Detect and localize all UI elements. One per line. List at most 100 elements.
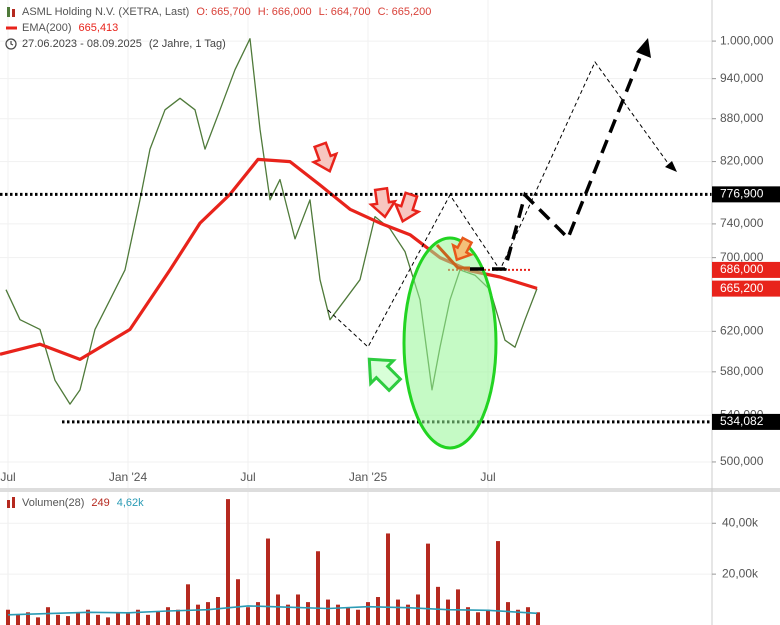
volume-bar: [216, 597, 220, 625]
volume-bar: [496, 541, 500, 625]
volume-bar: [486, 609, 490, 625]
arrow-marker: [451, 236, 474, 262]
volume-bar: [36, 617, 40, 625]
level-box: [712, 261, 780, 278]
volume-bar: [16, 614, 20, 625]
level-box: [712, 186, 780, 203]
level-label: 665,200: [720, 281, 764, 295]
arrow-marker: [368, 186, 398, 219]
volume-bar: [276, 594, 280, 625]
annotations: [310, 38, 677, 450]
y-tick-label: 940,000: [720, 71, 764, 85]
volume-bar: [316, 551, 320, 625]
legend-icon: [12, 497, 15, 508]
legend-icon: [12, 9, 15, 17]
volume-bar: [166, 607, 170, 625]
x-tick-label: Jan '24: [109, 470, 148, 484]
arrow-marker: [367, 357, 403, 393]
volume-bar: [296, 594, 300, 625]
volume-bar: [476, 612, 480, 625]
volume-bar: [186, 584, 190, 625]
volume-bar: [346, 607, 350, 625]
arrow-marker: [393, 191, 422, 224]
volume-bar: [256, 602, 260, 625]
series-line: [7, 605, 538, 616]
legend-icon: [7, 500, 10, 508]
legend-text: L: 664,700: [319, 6, 371, 18]
legend-text: ASML Holding N.V. (XETRA, Last): [22, 6, 189, 18]
y-tick-label: 580,000: [720, 364, 764, 378]
volume-bar: [376, 597, 380, 625]
volume-bar: [286, 604, 290, 625]
legend-text: EMA(200): [22, 22, 72, 34]
legend-text: H: 666,000: [258, 6, 312, 18]
volume-bar: [66, 616, 70, 625]
volume-bar: [86, 609, 90, 625]
volume-bar: [456, 589, 460, 625]
y-tick-label: 40,00k: [722, 515, 759, 529]
y-tick-label: 20,00k: [722, 566, 759, 580]
legend: ASML Holding N.V. (XETRA, Last) O: 665,70…: [5, 6, 432, 509]
volume-bar: [246, 607, 250, 625]
volume-bar: [386, 533, 390, 625]
level-box: [712, 280, 780, 297]
volume-bar: [176, 609, 180, 625]
y-tick-label: 1.000,000: [720, 33, 774, 47]
level-label: 776,900: [720, 187, 764, 201]
volume-bar: [326, 599, 330, 625]
legend-text: O: 665,700: [196, 6, 250, 18]
arrowhead: [636, 38, 651, 58]
volume-bar: [266, 538, 270, 625]
volume-bar: [396, 599, 400, 625]
y-tick-label: 880,000: [720, 111, 764, 125]
y-tick-label: 700,000: [720, 250, 764, 264]
legend-text: 665,413: [79, 22, 119, 34]
volume-bar: [446, 599, 450, 625]
legend-icon: [10, 41, 14, 46]
volume-bar: [356, 609, 360, 625]
volume-bar: [206, 602, 210, 625]
volume-bar: [6, 609, 10, 625]
legend-text: C: 665,200: [378, 6, 432, 18]
legend-text: 249: [91, 497, 109, 509]
volume-bar: [466, 607, 470, 625]
projection-thin: [327, 61, 671, 348]
volume-bar: [126, 613, 130, 625]
level-label: 534,082: [720, 414, 764, 428]
legend-text: 4,62k: [117, 497, 144, 509]
y-tick-label: 500,000: [720, 454, 764, 468]
x-tick-label: Jul: [0, 470, 15, 484]
volume-bar: [236, 579, 240, 625]
y-tick-label: 620,000: [720, 324, 764, 338]
projection-bold: [470, 49, 645, 271]
level-box: [712, 413, 780, 430]
volume-bar: [136, 609, 140, 625]
y-tick-label: 740,000: [720, 216, 764, 230]
volume-bar: [116, 612, 120, 625]
volume-bar: [96, 614, 100, 625]
volume-bar: [26, 612, 30, 625]
volume-bar: [506, 602, 510, 625]
volume-bar: [106, 617, 110, 625]
volume-bar: [406, 604, 410, 625]
volume-bar: [516, 609, 520, 625]
panel-divider: [0, 488, 780, 492]
y-tick-label: 820,000: [720, 154, 764, 168]
volume-bar: [156, 611, 160, 625]
volume-bar: [306, 602, 310, 625]
highlight-ellipse: [402, 236, 498, 450]
volume-bar: [336, 604, 340, 625]
volume-bar: [416, 594, 420, 625]
legend-text: (2 Jahre, 1 Tag): [149, 38, 226, 50]
volume-bar: [226, 499, 230, 625]
annotation-line: [435, 243, 470, 270]
legend-icon: [7, 7, 10, 17]
grid: [0, 0, 712, 625]
volume-bar: [366, 602, 370, 625]
volume-bar: [526, 607, 530, 625]
volume-bar: [76, 612, 80, 625]
x-tick-label: Jan '25: [349, 470, 388, 484]
